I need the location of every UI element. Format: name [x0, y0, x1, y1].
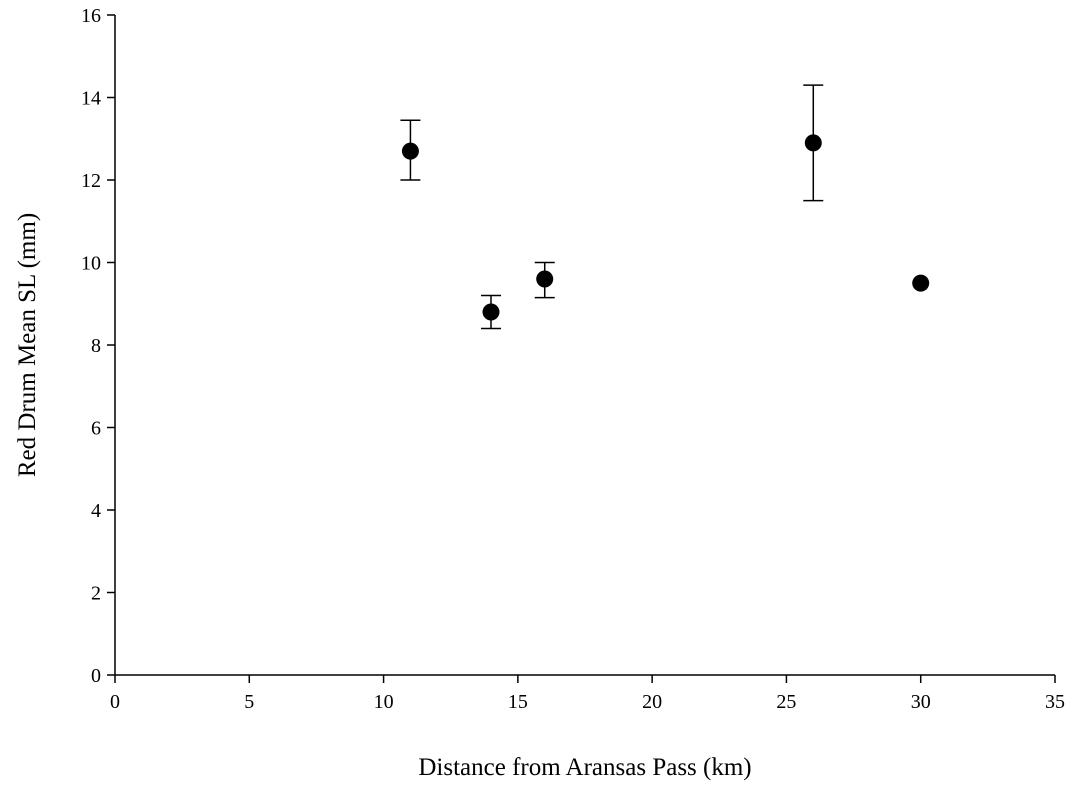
- data-points: [400, 84, 930, 330]
- x-axis-title: Distance from Aransas Pass (km): [418, 754, 751, 781]
- y-tick-label: 10: [81, 253, 101, 275]
- y-axis: 0 2 4 6 8 10 12 14 16: [81, 5, 116, 687]
- y-tick-label: 0: [91, 665, 101, 687]
- x-tick-label: 5: [244, 691, 254, 713]
- y-axis-title: Red Drum Mean SL (mm): [14, 213, 41, 477]
- data-point: [401, 142, 419, 160]
- y-tick-label: 14: [81, 88, 101, 110]
- x-tick-label: 15: [508, 691, 528, 713]
- x-tick-label: 30: [911, 691, 931, 713]
- data-point: [536, 270, 554, 288]
- data-point: [482, 303, 500, 321]
- x-tick-label: 10: [374, 691, 394, 713]
- y-tick-label: 4: [91, 500, 101, 522]
- x-tick-label: 0: [110, 691, 120, 713]
- y-tick-label: 12: [81, 170, 101, 192]
- x-tick-label: 25: [776, 691, 796, 713]
- data-point: [804, 134, 822, 152]
- data-point: [912, 274, 930, 292]
- y-tick-label: 8: [91, 335, 101, 357]
- y-tick-label: 6: [91, 418, 101, 440]
- x-axis: 0 5 10 15 20 25 30 35: [110, 674, 1065, 713]
- y-tick-label: 2: [91, 583, 101, 605]
- y-tick-label: 16: [81, 5, 101, 27]
- x-tick-label: 20: [642, 691, 662, 713]
- x-tick-label: 35: [1045, 691, 1065, 713]
